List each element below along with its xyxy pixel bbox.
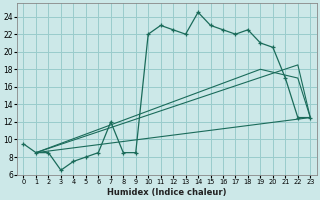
X-axis label: Humidex (Indice chaleur): Humidex (Indice chaleur) bbox=[107, 188, 227, 197]
